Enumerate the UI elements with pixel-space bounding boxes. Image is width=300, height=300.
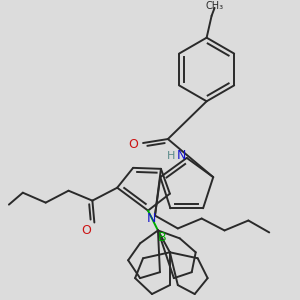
Text: CH₃: CH₃: [206, 1, 224, 11]
Text: O: O: [82, 224, 91, 237]
Text: O: O: [128, 139, 138, 152]
Text: N: N: [177, 149, 187, 162]
Text: H: H: [167, 151, 175, 161]
Text: B: B: [158, 231, 166, 244]
Text: N: N: [146, 212, 156, 225]
